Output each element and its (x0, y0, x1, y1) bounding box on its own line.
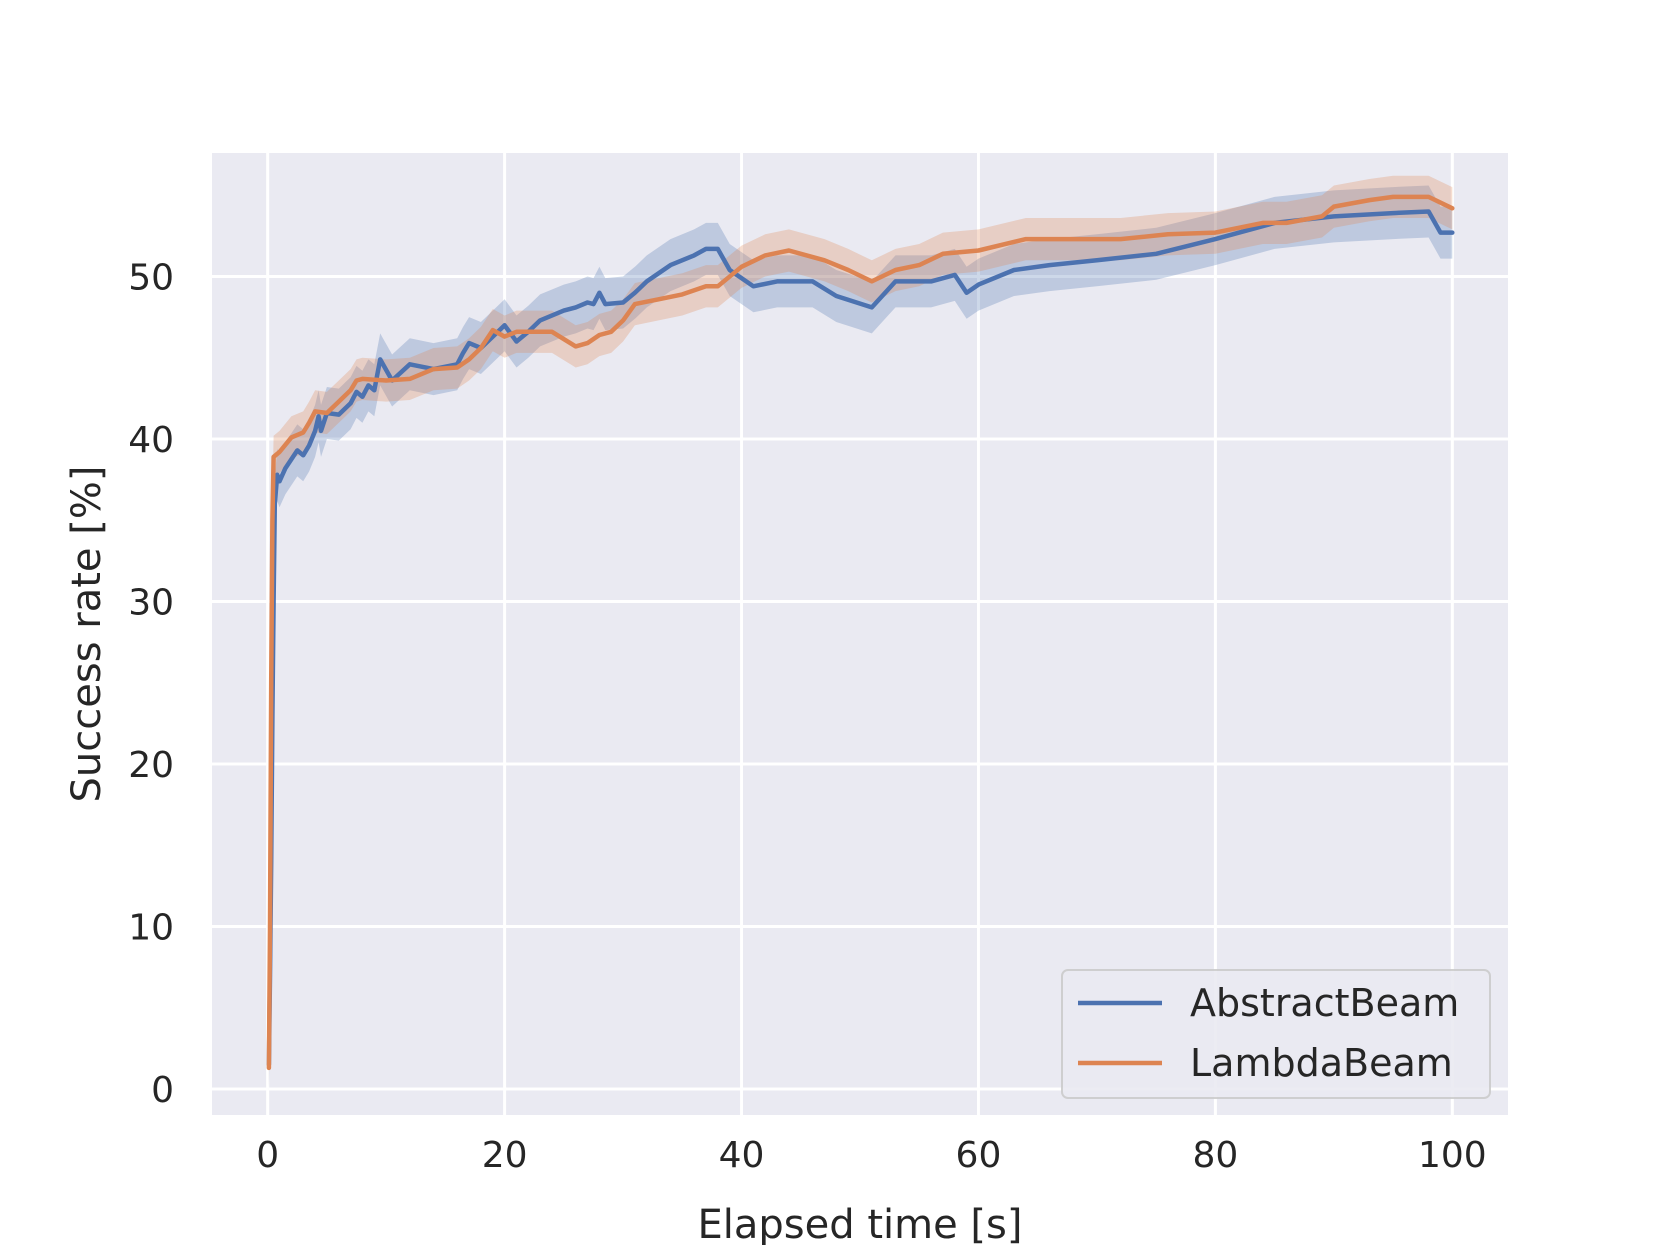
plot-background (212, 153, 1508, 1115)
y-axis-label: Success rate [%] (64, 466, 110, 803)
series-line-lambdabeam (266, 194, 1455, 1071)
y-tick-label: 0 (151, 1070, 174, 1111)
y-tick-labels: 0 10 20 30 40 50 (128, 258, 174, 1112)
legend-label-lambdabeam: LambdaBeam (1190, 1041, 1453, 1085)
x-tick-label: 80 (1192, 1135, 1238, 1176)
x-tick-label: 40 (719, 1135, 765, 1176)
y-tick-label: 10 (128, 908, 174, 949)
legend: AbstractBeam LambdaBeam (1061, 969, 1491, 1099)
y-tick-label: 50 (128, 258, 174, 299)
y-tick-label: 20 (128, 745, 174, 786)
grid (212, 153, 1508, 1115)
series-line-abstractbeam (266, 209, 1455, 1067)
x-tick-labels: 0 20 40 60 80 100 (256, 1135, 1486, 1176)
legend-box (1061, 969, 1491, 1099)
x-tick-label: 20 (482, 1135, 528, 1176)
series-lines (266, 194, 1455, 1071)
x-tick-label: 0 (256, 1135, 279, 1176)
y-tick-label: 40 (128, 420, 174, 461)
x-tick-label: 60 (956, 1135, 1002, 1176)
legend-label-abstractbeam: AbstractBeam (1190, 981, 1459, 1025)
y-tick-label: 30 (128, 583, 174, 624)
x-axis-label: Elapsed time [s] (698, 1202, 1023, 1245)
x-tick-label: 100 (1418, 1135, 1487, 1176)
